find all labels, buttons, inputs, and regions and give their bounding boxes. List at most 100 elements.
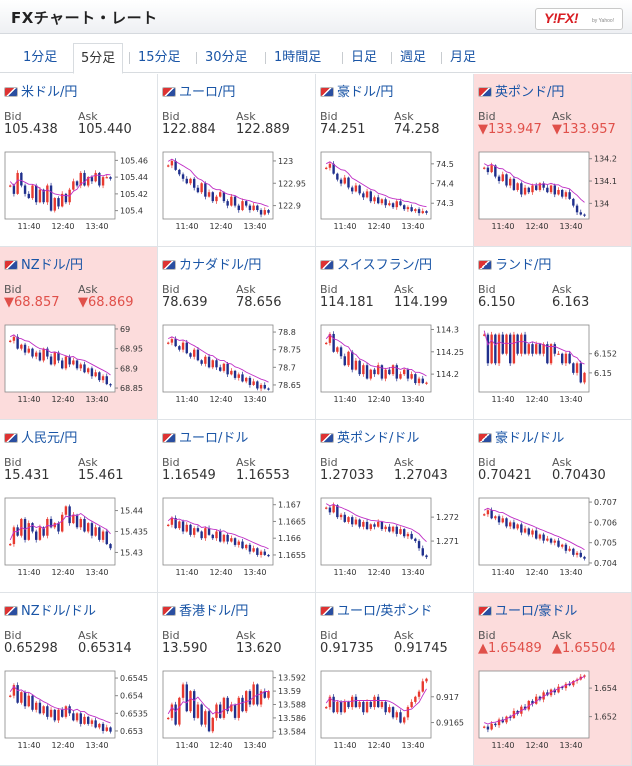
candle-chart[interactable]: 123 122.95 122.9 11:40 12:40 13:40 [162,151,312,235]
candle [391,203,395,208]
candle-chart[interactable]: 1.654 1.652 11:40 12:40 13:40 [478,670,628,754]
currency-panel[interactable]: スイスフラン/円 Bid Ask 114.181 114.199 114.3 114.25 1… [316,247,474,420]
currency-pair-link[interactable]: 香港ドル/円 [162,600,248,619]
currency-panel[interactable]: 英ポンド/円 Bid Ask ▼133.947 ▼133.957 134.2 134.1 13… [474,74,632,247]
ask-value: ▼133.957 [552,122,616,137]
tab-monthly[interactable]: 月足 [450,50,477,65]
currency-pair-link[interactable]: NZドル/ドル [4,600,96,619]
currency-panel[interactable]: ユーロ/英ポンド Bid Ask 0.91735 0.91745 0.917 0.9165 1… [316,593,474,766]
candle [241,201,244,211]
currency-pair-link[interactable]: 豪ドル/円 [320,81,393,100]
candle [189,178,192,184]
candle [336,505,339,518]
x-tick-label: 11:40 [333,222,356,231]
tab-daily[interactable]: 日足 [351,50,378,65]
y-tick-label: 78.7 [278,363,296,372]
currency-panel[interactable]: NZドル/ドル Bid Ask 0.65298 0.65314 0.6545 0.654 0.… [0,593,158,766]
candle-chart[interactable]: 1.272 1.271 11:40 12:40 13:40 [320,497,470,581]
candle [358,519,361,527]
y-tick-label: 0.705 [594,539,617,548]
candle [531,344,534,354]
currency-panel[interactable]: 豪ドル/円 Bid Ask 74.251 74.258 74.5 74.4 74.3 11:40… [316,74,474,247]
candle [497,176,501,182]
tab-5min[interactable]: 5分足 [73,43,124,74]
candle [579,363,582,383]
ask-label: Ask [394,629,414,642]
candle [380,521,384,530]
candle-chart[interactable]: 105.46 105.44 105.42 105.4 11:40 12:40 13:40 [4,151,154,235]
currency-panel[interactable]: 豪ドル/ドル Bid Ask 0.70421 0.70430 0.707 0.706 0.70… [474,420,632,593]
y-tick-label: 0.706 [594,518,617,527]
currency-pair-link[interactable]: ランド/円 [478,254,551,273]
currency-panel[interactable]: ランド/円 Bid Ask 6.150 6.163 6.152 6.15 11:40 12:40… [474,247,632,420]
x-tick-label: 12:40 [367,741,390,750]
currency-pair-link[interactable]: 米ドル/円 [4,81,77,100]
candle-chart[interactable]: 114.3 114.25 114.2 11:40 12:40 13:40 [320,324,470,408]
currency-panel[interactable]: 米ドル/円 Bid Ask 105.438 105.440 105.46 105.44 105… [0,74,158,247]
candle [233,196,237,206]
candle-chart[interactable]: 74.5 74.4 74.3 11:40 12:40 13:40 [320,151,470,235]
candle [557,540,560,547]
candle [579,552,582,557]
bid-value: 78.639 [162,295,208,310]
x-tick-label: 11:40 [491,222,514,231]
currency-pair-link[interactable]: 人民元/円 [4,427,77,446]
candle [204,528,207,539]
candle [373,696,376,708]
currency-panel[interactable]: ユーロ/円 Bid Ask 122.884 122.889 123 122.95 122.9 1… [158,74,316,247]
currency-panel[interactable]: 香港ドル/円 Bid Ask 13.590 13.620 13.592 13.59 13.58… [158,593,316,766]
candle-chart[interactable]: 134.2 134.1 134 11:40 12:40 13:40 [478,151,628,235]
currency-panel[interactable]: 人民元/円 Bid Ask 15.431 15.461 15.44 15.435 15.43 1… [0,420,158,593]
currency-pair-link[interactable]: ユーロ/豪ドル [478,600,577,619]
currency-panel[interactable]: ユーロ/豪ドル Bid Ask ▲1.65489 ▲1.65504 1.654 1.652 1… [474,593,632,766]
candle [53,709,56,721]
candle-chart[interactable]: 0.917 0.9165 11:40 12:40 13:40 [320,670,470,754]
y-tick-label: 78.75 [278,346,301,355]
currency-panel[interactable]: 英ポンド/ドル Bid Ask 1.27033 1.27043 1.272 1.271 11:… [316,420,474,593]
candle [501,174,504,182]
currency-panel[interactable]: カナダドル/円 Bid Ask 78.639 78.656 78.8 78.75 78.7 78… [158,247,316,420]
currency-pair-link[interactable]: カナダドル/円 [162,254,261,273]
currency-panel[interactable]: NZドル/円 Bid Ask ▼68.857 ▼68.869 69 68.95 68.9 68.… [0,247,158,420]
currency-pair-link[interactable]: 英ポンド/円 [478,81,564,100]
tab-30min[interactable]: 30分足 [205,50,248,65]
currency-pair-link[interactable]: ユーロ/英ポンド [320,600,432,619]
currency-pair-link[interactable]: スイスフラン/円 [320,254,432,273]
x-tick-label: 12:40 [51,395,74,404]
candle [252,684,255,705]
currency-pair-link[interactable]: 英ポンド/ドル [320,427,419,446]
currency-pair-link[interactable]: 豪ドル/ドル [478,427,564,446]
candle-chart[interactable]: 1.167 1.1665 1.166 1.1655 11:40 12:40 13:40 [162,497,312,581]
candle-chart[interactable]: 15.44 15.435 15.43 11:40 12:40 13:40 [4,497,154,581]
currency-pair-link[interactable]: ユーロ/ドル [162,427,248,446]
currency-pair-link[interactable]: ユーロ/円 [162,81,235,100]
candle-chart[interactable]: 13.592 13.59 13.588 13.586 13.584 11:40 12:40 1… [162,670,312,754]
candle [68,356,71,365]
y-tick-label: 1.652 [594,713,617,722]
tab-weekly[interactable]: 週足 [400,50,427,65]
yjfx-logo[interactable]: Y!FX! by Yahoo! [535,8,623,30]
ask-label: Ask [236,629,256,642]
candle [233,538,237,545]
chart-svg: 0.6545 0.654 0.6535 0.653 11:40 12:40 13:40 [4,670,148,750]
candle-chart[interactable]: 78.8 78.75 78.7 78.65 11:40 12:40 13:40 [162,324,312,408]
candle [237,205,240,211]
candle [421,211,424,214]
candle [406,707,410,718]
candle [362,193,365,198]
candle-chart[interactable]: 69 68.95 68.9 68.85 11:40 12:40 13:40 [4,324,154,408]
candle [207,356,211,368]
tab-separator [196,52,197,64]
tab-1hour[interactable]: 1時間足 [274,50,322,65]
candle-chart[interactable]: 0.707 0.706 0.705 0.704 11:40 12:40 13:40 [478,497,628,581]
currency-pair-link[interactable]: NZドル/円 [4,254,83,273]
candle-chart[interactable]: 6.152 6.15 11:40 12:40 13:40 [478,324,628,408]
flag-icon [4,433,18,443]
candle-chart[interactable]: 0.6545 0.654 0.6535 0.653 11:40 12:40 13:40 [4,670,154,754]
ask-value: 0.65314 [78,641,132,656]
candle [226,534,229,542]
candle [72,360,75,365]
tab-1min[interactable]: 1分足 [23,50,58,65]
tab-15min[interactable]: 15分足 [138,50,181,65]
currency-panel[interactable]: ユーロ/ドル Bid Ask 1.16549 1.16553 1.167 1.1665 1.1… [158,420,316,593]
